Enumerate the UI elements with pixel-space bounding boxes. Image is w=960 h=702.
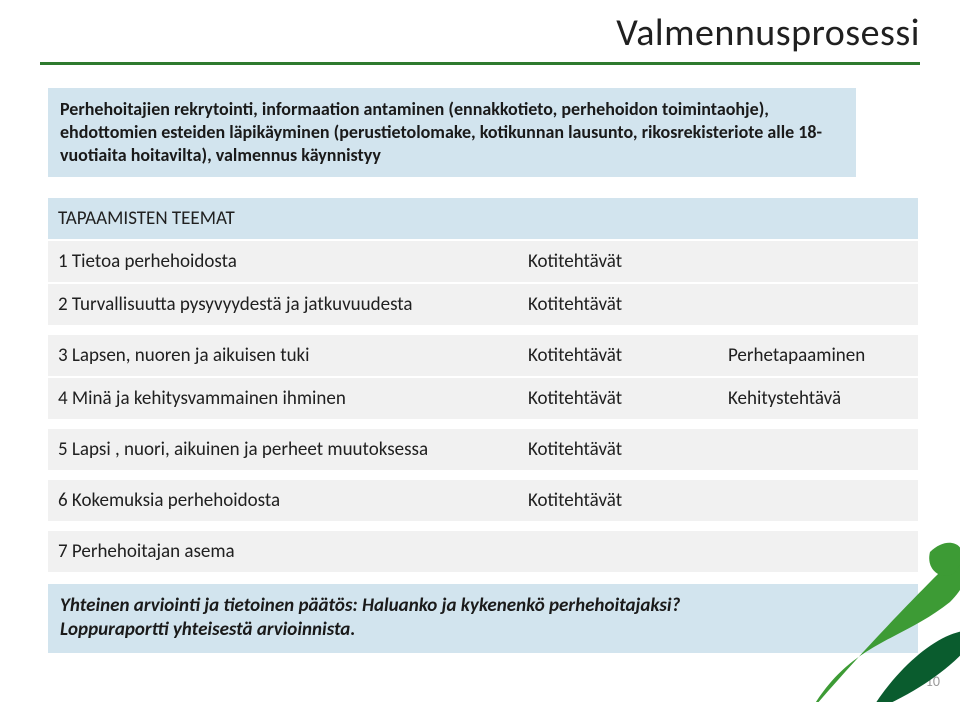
task-cell: Kotitehtävät (518, 241, 718, 282)
task-cell: Kotitehtävät (518, 378, 718, 419)
table-row: 2 Turvallisuutta pysyvyydestä ja jatkuvu… (48, 284, 918, 325)
table-row: 7 Perhehoitajan asema (48, 531, 918, 572)
table-row: 1 Tietoa perhehoidosta Kotitehtävät (48, 241, 918, 282)
table-row: 4 Minä ja kehitysvammainen ihminen Kotit… (48, 378, 918, 419)
note-cell (718, 429, 918, 470)
table-row: 6 Kokemuksia perhehoidosta Kotitehtävät (48, 480, 918, 521)
footer-box: Yhteinen arviointi ja tietoinen päätös: … (48, 584, 918, 653)
task-cell: Kotitehtävät (518, 429, 718, 470)
topic-cell: 2 Turvallisuutta pysyvyydestä ja jatkuvu… (48, 284, 518, 325)
spacer-row (48, 472, 918, 478)
task-cell: Kotitehtävät (518, 480, 718, 521)
page-number: 10 (926, 673, 940, 690)
note-cell: Perhetapaaminen (718, 335, 918, 376)
note-cell: Kehitystehtävä (718, 378, 918, 419)
topic-cell: 5 Lapsi , nuori, aikuinen ja perheet muu… (48, 429, 518, 470)
task-cell (518, 531, 718, 572)
table-row: 5 Lapsi , nuori, aikuinen ja perheet muu… (48, 429, 918, 470)
spacer-row (48, 523, 918, 529)
section-header: TAPAAMISTEN TEEMAT (48, 198, 918, 239)
note-cell (718, 241, 918, 282)
table-row: 3 Lapsen, nuoren ja aikuisen tuki Kotite… (48, 335, 918, 376)
task-cell: Kotitehtävät (518, 284, 718, 325)
section-header-row: TAPAAMISTEN TEEMAT (48, 198, 918, 239)
note-cell (718, 480, 918, 521)
task-cell: Kotitehtävät (518, 335, 718, 376)
title-rule (40, 62, 920, 65)
spacer-row (48, 327, 918, 333)
note-cell (718, 531, 918, 572)
intro-box: Perhehoitajien rekrytointi, informaation… (48, 88, 856, 177)
page-title: Valmennusprosessi (0, 10, 920, 56)
note-cell (718, 284, 918, 325)
themes-table: TAPAAMISTEN TEEMAT 1 Tietoa perhehoidost… (48, 196, 918, 574)
topic-cell: 1 Tietoa perhehoidosta (48, 241, 518, 282)
topic-cell: 4 Minä ja kehitysvammainen ihminen (48, 378, 518, 419)
footer-line-1: Yhteinen arviointi ja tietoinen päätös: … (60, 594, 680, 617)
footer-line-2: Loppuraportti yhteisestä arvioinnista. (60, 618, 355, 641)
topic-cell: 6 Kokemuksia perhehoidosta (48, 480, 518, 521)
topic-cell: 3 Lapsen, nuoren ja aikuisen tuki (48, 335, 518, 376)
topic-cell: 7 Perhehoitajan asema (48, 531, 518, 572)
spacer-row (48, 421, 918, 427)
